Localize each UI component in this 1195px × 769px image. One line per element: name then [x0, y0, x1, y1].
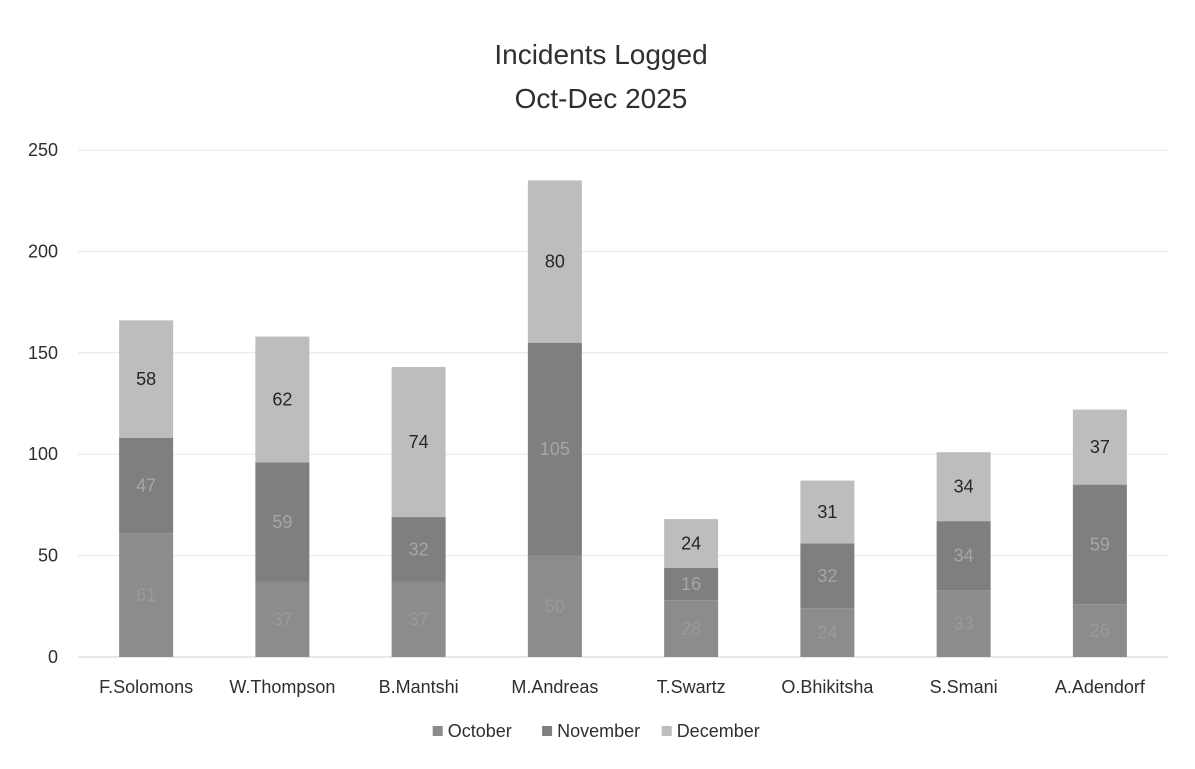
data-label: 26 — [1090, 621, 1110, 641]
data-label: 105 — [540, 439, 570, 459]
bar-segment-october — [1072, 604, 1127, 657]
bar-segment-november — [391, 517, 446, 582]
chart-title: Incidents Logged — [494, 39, 707, 70]
x-tick-label: B.Mantshi — [379, 677, 459, 697]
data-label: 24 — [817, 623, 837, 643]
x-tick-label: O.Bhikitsha — [781, 677, 874, 697]
bar-segment-october — [664, 600, 719, 657]
data-label: 34 — [954, 477, 974, 497]
data-label: 33 — [954, 614, 974, 634]
x-tick-label: F.Solomons — [99, 677, 193, 697]
bar-segment-december — [255, 336, 310, 463]
data-label: 50 — [545, 596, 565, 616]
bar-segment-october — [391, 581, 446, 657]
y-tick-label: 150 — [28, 343, 58, 363]
data-label: 34 — [954, 546, 974, 566]
data-label: 32 — [409, 540, 429, 560]
legend-swatch-october — [432, 726, 443, 736]
x-tick-label: A.Adendorf — [1055, 677, 1146, 697]
bar-segment-october — [936, 590, 991, 657]
legend-label-october: October — [448, 721, 512, 741]
data-label: 31 — [817, 502, 837, 522]
y-tick-label: 200 — [28, 241, 58, 261]
data-label: 80 — [545, 252, 565, 272]
bar-segment-october — [119, 533, 174, 657]
data-label: 16 — [681, 574, 701, 594]
bar-segment-december — [391, 366, 446, 518]
bar-segment-december — [800, 480, 855, 544]
bar-segment-november — [664, 567, 719, 601]
bar-segment-november — [119, 437, 174, 534]
data-label: 24 — [681, 533, 701, 553]
x-tick-label: W.Thompson — [229, 677, 335, 697]
data-label: 59 — [1090, 534, 1110, 554]
data-label: 62 — [272, 389, 292, 409]
bar-segment-november — [255, 462, 310, 582]
legend: October November December — [432, 721, 760, 741]
y-tick-label: 250 — [28, 140, 58, 160]
legend-swatch-december — [661, 726, 672, 736]
bar-segment-october — [255, 581, 310, 657]
chart-subtitle: Oct-Dec 2025 — [515, 83, 688, 114]
x-tick-label: M.Andreas — [511, 677, 598, 697]
data-label: 32 — [817, 566, 837, 586]
bar-segment-december — [936, 452, 991, 522]
legend-label-november: November — [557, 721, 640, 741]
data-label: 74 — [409, 432, 429, 452]
data-label: 37 — [1090, 437, 1110, 457]
y-tick-label: 0 — [48, 647, 58, 667]
bar-segment-december — [527, 180, 582, 343]
bar-segment-october — [527, 555, 582, 657]
x-tick-label: S.Smani — [930, 677, 998, 697]
bar-segment-november — [1072, 484, 1127, 605]
y-tick-label: 100 — [28, 444, 58, 464]
bar-segment-december — [1072, 409, 1127, 485]
x-tick-label: T.Swartz — [657, 677, 726, 697]
data-label: 59 — [272, 512, 292, 532]
legend-swatch-november — [542, 726, 553, 736]
y-tick-label: 50 — [38, 546, 58, 566]
bars — [119, 180, 1127, 657]
data-labels: 61 47 58 37 59 62 37 32 74 50 105 80 28 16 24 24 32 31 33 3… — [136, 252, 1110, 643]
bar-segment-december — [119, 320, 174, 438]
y-axis: 0 50 100 150 200 250 — [28, 140, 58, 667]
data-label: 28 — [681, 619, 701, 639]
gridlines — [78, 149, 1168, 658]
bar-segment-november — [936, 521, 991, 591]
x-axis: F.Solomons W.Thompson B.Mantshi M.Andreas T.… — [99, 677, 1146, 697]
bar-segment-december — [664, 519, 719, 568]
bar-segment-november — [527, 342, 582, 556]
bar-segment-november — [800, 543, 855, 609]
data-label: 58 — [136, 369, 156, 389]
data-label: 47 — [136, 476, 156, 496]
data-label: 37 — [409, 609, 429, 629]
data-label: 61 — [136, 585, 156, 605]
legend-label-december: December — [677, 721, 760, 741]
data-label: 37 — [272, 609, 292, 629]
bar-segment-october — [800, 608, 855, 657]
